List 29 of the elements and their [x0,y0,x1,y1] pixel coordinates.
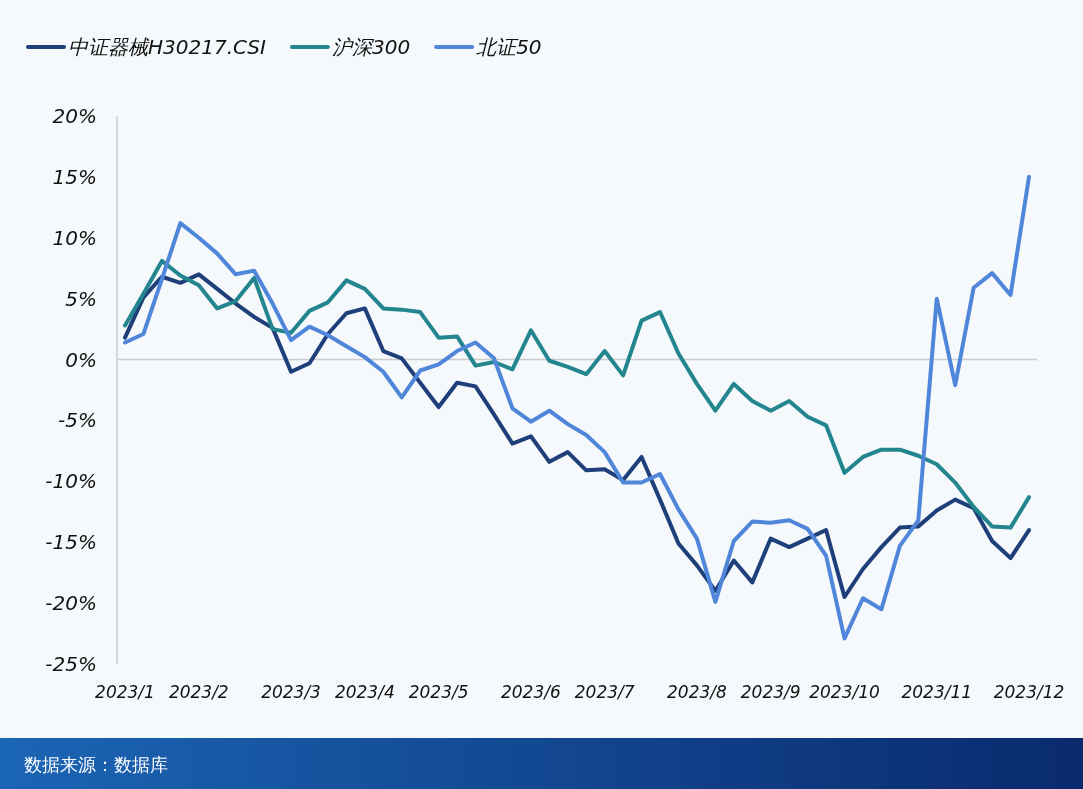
line-series [123,174,1031,641]
line-series [123,272,1031,600]
y-tick-label: 10% [52,225,97,250]
x-tick-label: 2023/5 [408,682,469,702]
y-tick-label: 0% [65,347,97,372]
x-tick-label: 2023/7 [574,682,635,702]
x-tick-label: 2023/11 [901,682,973,702]
legend-label: 中证器械H30217.CSI [68,35,267,59]
x-tick-label: 2023/4 [334,682,395,702]
line-series [123,258,1031,530]
y-tick-label: -5% [58,408,97,433]
x-tick-label: 2023/3 [261,682,321,702]
x-tick-label: 2023/2 [168,682,229,702]
y-tick-label: -15% [45,530,97,555]
x-tick-label: 2023/12 [993,682,1065,702]
legend-label: 沪深300 [331,35,411,59]
y-tick-label: -20% [45,591,97,616]
x-tick-label: 2023/8 [667,682,727,702]
y-tick-label: -25% [45,652,97,676]
legend-label: 北证50 [476,35,542,59]
source-note: 数据来源：数据库 [24,754,168,775]
x-tick-label: 2023/9 [740,682,801,702]
x-tick-label: 2023/1 [95,682,155,702]
y-tick-label: 15% [52,164,97,189]
y-tick-label: 20% [52,104,97,128]
x-tick-label: 2023/6 [500,682,561,702]
y-tick-label: -10% [45,469,97,494]
y-tick-label: 5% [65,286,97,311]
x-tick-label: 2023/10 [809,682,880,702]
